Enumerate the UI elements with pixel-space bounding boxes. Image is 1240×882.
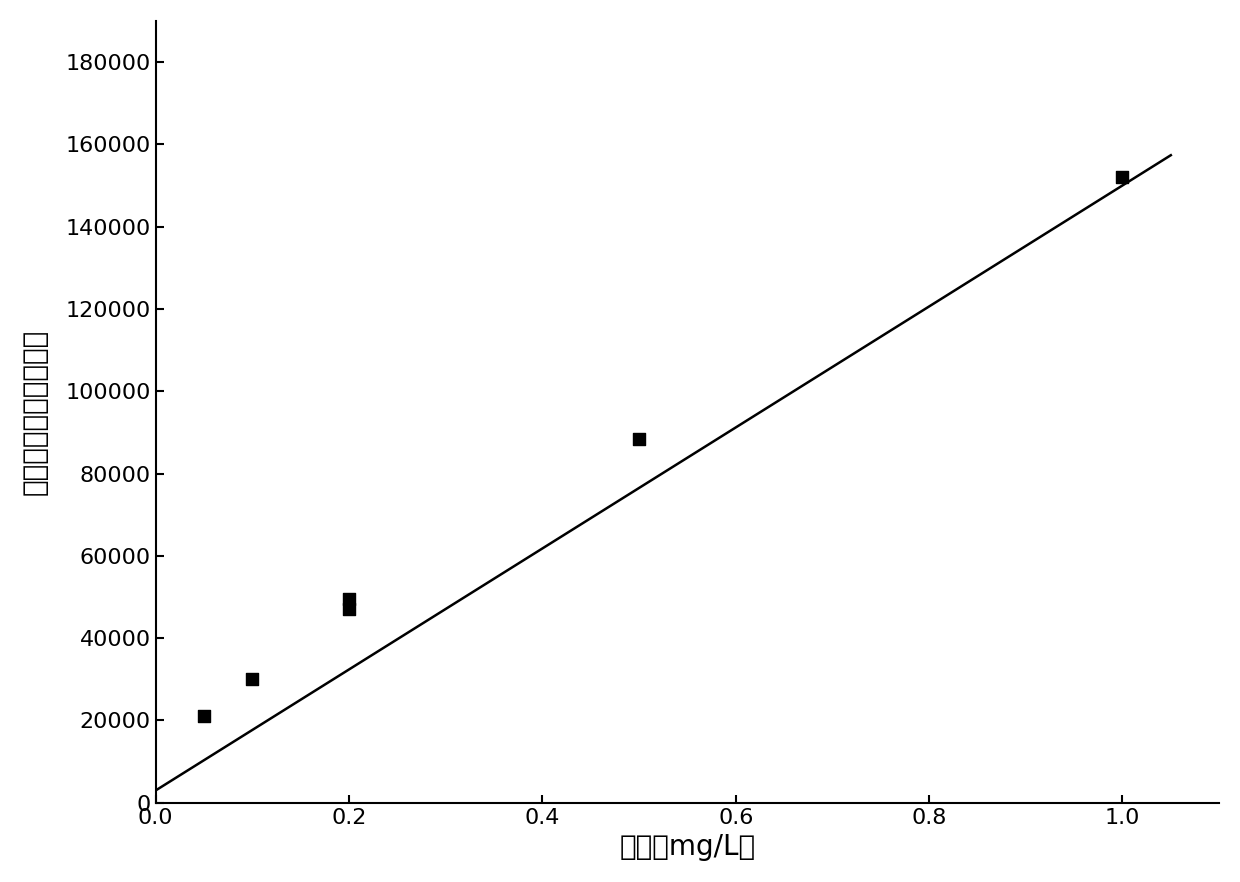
Point xyxy=(340,602,360,617)
Point xyxy=(629,431,649,445)
Y-axis label: 六次甲基四胺信号强度: 六次甲基四胺信号强度 xyxy=(21,329,48,495)
Point xyxy=(243,672,263,686)
Point xyxy=(195,709,215,723)
Point xyxy=(1112,170,1132,184)
X-axis label: 浓度（mg/L）: 浓度（mg/L） xyxy=(620,833,755,861)
Point xyxy=(340,592,360,606)
